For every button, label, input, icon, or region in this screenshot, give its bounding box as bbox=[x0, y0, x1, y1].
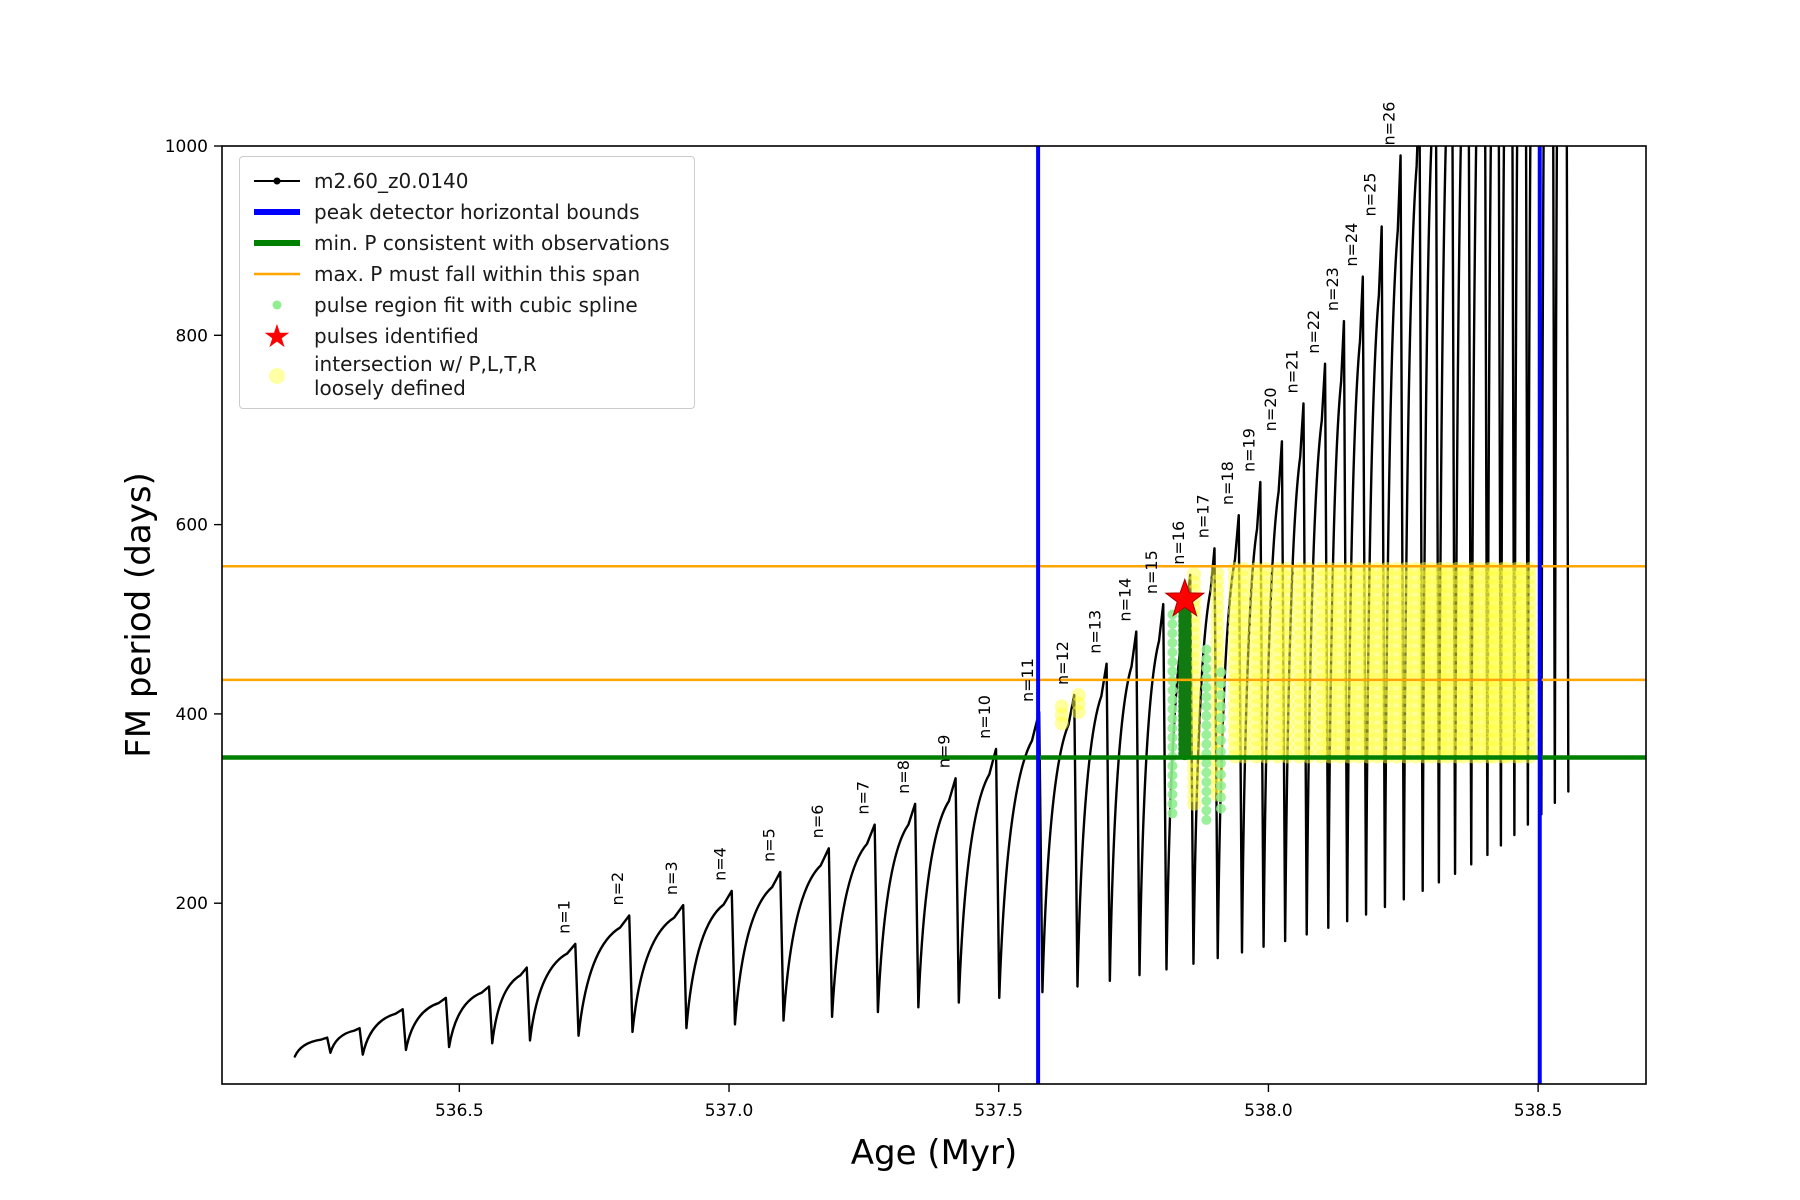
peak-label: n=21 bbox=[1282, 350, 1301, 394]
legend-item-pulse-spline: pulse region fit with cubic spline bbox=[252, 289, 682, 320]
y-tick-label: 600 bbox=[176, 516, 208, 536]
legend-item-peak-bounds: peak detector horizontal bounds bbox=[252, 196, 682, 227]
yellow-dot-marker-icon bbox=[252, 359, 302, 393]
y-tick-label: 800 bbox=[176, 326, 208, 346]
green-dot-marker-icon bbox=[252, 295, 302, 315]
legend-label-series: m2.60_z0.0140 bbox=[314, 168, 469, 193]
peak-label: n=5 bbox=[759, 828, 778, 862]
peak-label: n=2 bbox=[608, 872, 627, 906]
y-axis-ticks: 200 400 600 800 1000 bbox=[165, 137, 222, 914]
thick-green-line-marker-icon bbox=[252, 233, 302, 253]
legend-label-max-p: max. P must fall within this span bbox=[314, 261, 641, 286]
legend-label-pulses-identified: pulses identified bbox=[314, 324, 479, 348]
sawtooth-series bbox=[293, 146, 1570, 1058]
peak-labels: n=1 n=2 n=3 n=4 n=5 n=6 n=7 n=8 n=9 n=10 n=11 n=12 n… bbox=[554, 102, 1398, 934]
peak-label: n=15 bbox=[1142, 550, 1161, 594]
x-axis-label: Age (Myr) bbox=[851, 1133, 1018, 1173]
peak-label: n=22 bbox=[1304, 310, 1323, 354]
line-dot-marker-icon bbox=[252, 171, 302, 191]
peak-label: n=10 bbox=[975, 695, 994, 739]
x-tick-label: 536.5 bbox=[435, 1101, 484, 1121]
red-star-marker-icon: ★ bbox=[262, 317, 292, 355]
peak-label: n=19 bbox=[1239, 428, 1258, 472]
legend-item-pulses-identified: ★ pulses identified bbox=[252, 320, 682, 352]
peak-label: n=24 bbox=[1342, 223, 1361, 267]
x-axis-ticks: 536.5 537.0 537.5 538.0 538.5 bbox=[435, 1084, 1562, 1121]
legend-label-pulse-spline: pulse region fit with cubic spline bbox=[314, 292, 638, 317]
yellow-intersection-markers bbox=[1054, 562, 1537, 811]
legend: m2.60_z0.0140 peak detector horizontal b… bbox=[239, 156, 695, 409]
x-tick-label: 538.5 bbox=[1514, 1101, 1563, 1121]
x-tick-label: 537.0 bbox=[705, 1101, 754, 1121]
plot-area bbox=[293, 146, 1570, 1058]
legend-label-min-p: min. P consistent with observations bbox=[314, 230, 670, 255]
peak-label: n=18 bbox=[1218, 461, 1237, 505]
peak-label: n=26 bbox=[1380, 102, 1399, 146]
axes-spines bbox=[221, 145, 1647, 1085]
peak-label: n=20 bbox=[1261, 387, 1280, 431]
legend-item-min-p: min. P consistent with observations bbox=[252, 227, 682, 258]
orange-line-marker-icon bbox=[252, 264, 302, 284]
peak-label: n=9 bbox=[935, 735, 954, 769]
y-tick-label: 1000 bbox=[165, 137, 208, 157]
legend-item-max-p: max. P must fall within this span bbox=[252, 258, 682, 289]
thick-blue-line-marker-icon bbox=[252, 202, 302, 222]
peak-label: n=12 bbox=[1053, 641, 1072, 685]
y-tick-label: 200 bbox=[176, 894, 208, 914]
peak-label: n=1 bbox=[554, 900, 573, 934]
peak-label: n=23 bbox=[1323, 267, 1342, 311]
peak-label: n=4 bbox=[711, 847, 730, 881]
x-tick-label: 538.0 bbox=[1244, 1101, 1293, 1121]
peak-label: n=7 bbox=[854, 781, 873, 815]
y-tick-label: 400 bbox=[176, 705, 208, 725]
legend-item-intersection: intersection w/ P,L,T,R loosely defined bbox=[252, 352, 682, 400]
peak-label: n=8 bbox=[894, 760, 913, 794]
y-axis-label: FM period (days) bbox=[119, 472, 159, 758]
peak-label: n=17 bbox=[1193, 494, 1212, 538]
peak-label: n=16 bbox=[1169, 521, 1188, 565]
legend-item-series: m2.60_z0.0140 bbox=[252, 165, 682, 196]
peak-label: n=6 bbox=[808, 805, 827, 839]
legend-label-peak-bounds: peak detector horizontal bounds bbox=[314, 199, 640, 224]
peak-label: n=3 bbox=[662, 861, 681, 895]
x-tick-label: 537.5 bbox=[974, 1101, 1023, 1121]
pulse-spline-markers bbox=[1167, 605, 1226, 825]
peak-label: n=11 bbox=[1018, 658, 1037, 702]
legend-label-intersection: intersection w/ P,L,T,R loosely defined bbox=[314, 352, 537, 400]
pulse-identified-star bbox=[1164, 577, 1206, 617]
peak-label: n=25 bbox=[1361, 173, 1380, 217]
peak-label: n=13 bbox=[1086, 610, 1105, 654]
peak-label: n=14 bbox=[1115, 578, 1134, 622]
